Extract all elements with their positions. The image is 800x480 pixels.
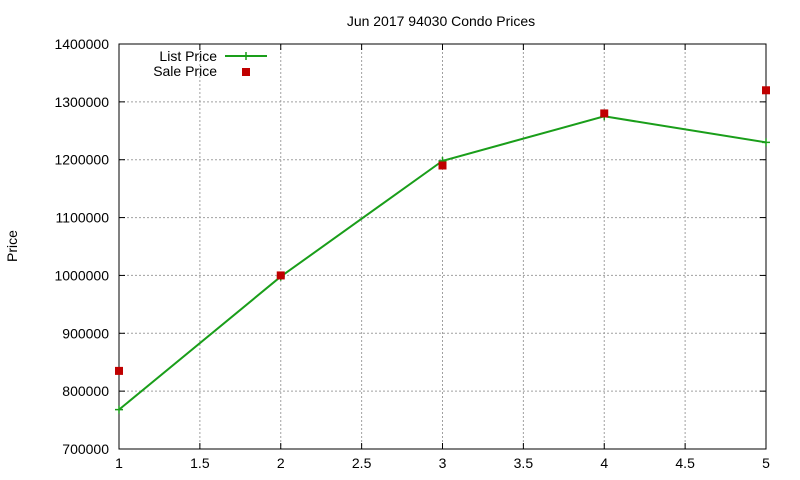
x-tick-label: 1.5 (190, 455, 210, 471)
legend-label-sale-price: Sale Price (153, 63, 217, 79)
y-tick-label: 700000 (62, 441, 109, 457)
legend-label-list-price: List Price (159, 48, 217, 64)
axis-ticks: 1 1.5 2 2.5 3 3.5 4 4.5 5 700000 800000 900000 10000… (54, 36, 770, 471)
grid (119, 44, 766, 449)
y-axis-label: Price (4, 230, 20, 262)
x-tick-label: 2 (277, 455, 285, 471)
sale-price-point (600, 109, 609, 118)
sale-price-point (115, 366, 123, 375)
series-layer (115, 86, 770, 414)
legend-marker-sale-price (242, 68, 250, 76)
plot-area-frame (118, 43, 767, 450)
y-tick-label: 1200000 (54, 152, 109, 168)
legend-marker-list-price (242, 52, 250, 60)
list-price-point (115, 405, 123, 414)
y-tick-label: 1100000 (56, 210, 110, 226)
y-tick-label: 1000000 (54, 267, 109, 283)
chart-title: Jun 2017 94030 Condo Prices (347, 13, 535, 29)
x-tick-label: 4 (600, 455, 608, 471)
y-tick-label: 1400000 (54, 36, 109, 52)
y-tick-label: 800000 (62, 383, 109, 399)
list-price-point (762, 138, 770, 147)
sale-price-point (276, 271, 285, 280)
x-tick-label: 4.5 (675, 455, 695, 471)
sale-price-point (762, 86, 770, 95)
y-tick-label: 900000 (62, 325, 109, 341)
x-tick-label: 5 (762, 455, 770, 471)
x-tick-label: 1 (115, 455, 123, 471)
y-tick-label: 1300000 (54, 94, 109, 110)
x-tick-label: 3 (439, 455, 447, 471)
x-tick-label: 3.5 (514, 455, 534, 471)
sale-price-point (438, 161, 447, 170)
x-tick-label: 2.5 (352, 455, 372, 471)
